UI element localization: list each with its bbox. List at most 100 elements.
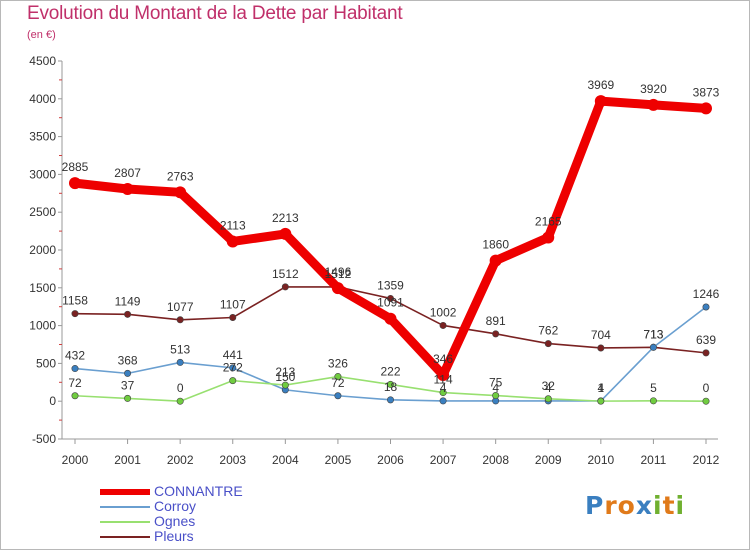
data-label-corroy: 4	[545, 381, 552, 395]
logo-letter: i	[675, 491, 686, 520]
data-label-corroy: 513	[170, 342, 190, 356]
data-label-pleurs: 1107	[220, 298, 246, 312]
data-label-ognes: 114	[434, 373, 453, 387]
y-tick-label: 500	[36, 356, 56, 370]
data-point-ognes	[124, 394, 132, 402]
x-tick-label: 2002	[167, 453, 194, 467]
data-label-corroy: 72	[331, 376, 345, 390]
y-tick-label: 1000	[29, 319, 56, 333]
data-point-ognes	[176, 397, 184, 405]
x-tick-label: 2012	[693, 453, 720, 467]
data-label-corroy: 432	[65, 349, 85, 363]
data-label-ognes: 0	[177, 381, 184, 395]
data-label-pleurs: 1002	[430, 305, 457, 319]
data-point-connantre	[121, 182, 134, 195]
x-tick-label: 2000	[62, 453, 89, 467]
x-tick-label: 2009	[535, 453, 562, 467]
data-point-ognes	[71, 392, 79, 400]
data-point-connantre	[174, 186, 187, 199]
data-point-corroy	[439, 397, 447, 405]
data-label-pleurs: 713	[643, 327, 663, 341]
data-point-ognes	[544, 395, 552, 403]
x-tick-label: 2006	[377, 453, 404, 467]
x-tick-label: 2008	[482, 453, 509, 467]
x-tick-label: 2011	[641, 453, 667, 467]
data-point-pleurs	[597, 344, 605, 352]
data-point-connantre	[489, 254, 502, 267]
data-label-connantre: 2885	[62, 160, 89, 174]
data-label-connantre: 346	[433, 352, 453, 366]
data-label-ognes: 326	[328, 357, 348, 371]
data-label-pleurs: 762	[538, 324, 558, 338]
legend-swatch-corroy	[100, 506, 150, 508]
x-tick-label: 2001	[114, 453, 141, 467]
data-point-ognes	[386, 380, 394, 388]
data-point-pleurs	[702, 349, 710, 357]
data-point-corroy	[229, 364, 237, 372]
data-point-connantre	[700, 102, 712, 115]
data-label-ognes: 0	[703, 381, 710, 395]
data-label-corroy: 4	[597, 381, 604, 395]
data-label-corroy: 368	[118, 353, 138, 367]
x-tick-label: 2010	[587, 453, 614, 467]
data-point-corroy	[71, 365, 79, 373]
y-tick-label: 2000	[29, 243, 56, 257]
data-point-connantre	[542, 231, 555, 244]
data-point-pleurs	[71, 310, 79, 318]
data-point-ognes	[597, 397, 605, 405]
data-label-pleurs: 891	[486, 314, 506, 328]
data-label-pleurs: 704	[591, 328, 611, 342]
data-point-corroy	[334, 392, 342, 400]
series-line-connantre	[74, 96, 707, 380]
data-label-connantre: 1860	[482, 238, 509, 252]
y-tick-label: 4500	[29, 54, 56, 68]
legend-label-corroy: Corroy	[154, 498, 197, 514]
data-point-connantre	[331, 282, 344, 295]
data-point-ognes	[439, 389, 447, 397]
y-tick-label: 2500	[29, 205, 56, 219]
data-point-corroy	[176, 358, 184, 366]
data-label-ognes: 72	[68, 376, 82, 390]
data-point-ognes	[492, 392, 500, 400]
data-label-corroy: 18	[384, 380, 398, 394]
data-label-ognes: 37	[121, 378, 135, 392]
logo-letter: t	[662, 491, 676, 520]
data-label-connantre: 2213	[272, 211, 299, 225]
data-point-corroy	[386, 396, 394, 404]
y-tick-label: 1500	[29, 281, 56, 295]
data-point-pleurs	[544, 340, 552, 348]
proxiti-logo[interactable]: Proxiti	[585, 491, 685, 520]
logo-letter: P	[585, 491, 605, 520]
data-label-corroy: 150	[275, 370, 295, 384]
data-point-connantre	[647, 98, 660, 111]
data-point-connantre	[69, 177, 81, 190]
data-label-corroy: 4	[492, 381, 499, 395]
logo-letter: x	[635, 491, 653, 520]
data-label-connantre: 2763	[167, 169, 194, 183]
data-label-ognes: 213	[275, 365, 295, 379]
data-label-pleurs: 639	[696, 333, 716, 347]
data-label-pleurs: 1149	[115, 294, 141, 308]
legend-label-pleurs: Pleurs	[154, 528, 194, 544]
data-label-corroy: 1246	[693, 287, 720, 301]
x-tick-label: 2003	[219, 453, 246, 467]
logo-letter: i	[653, 491, 663, 520]
data-label-pleurs: 1512	[325, 267, 352, 281]
x-tick-label: 2007	[430, 453, 457, 467]
data-label-connantre: 3920	[640, 82, 667, 96]
data-point-connantre	[594, 95, 607, 108]
y-tick-label: 4000	[29, 92, 56, 106]
data-label-corroy: 441	[223, 348, 243, 362]
data-point-pleurs	[439, 321, 447, 329]
data-label-connantre: 2807	[114, 166, 141, 180]
data-label-ognes: 1	[597, 381, 604, 395]
data-label-ognes: 32	[542, 379, 556, 393]
data-label-connantre: 1091	[377, 296, 404, 310]
chart-title: Evolution du Montant de la Dette par Hab…	[27, 3, 403, 24]
legend-swatch-ognes	[100, 521, 150, 523]
legend-swatch-connantre	[100, 489, 150, 495]
data-label-connantre: 2113	[220, 218, 246, 232]
data-point-pleurs	[176, 316, 184, 324]
